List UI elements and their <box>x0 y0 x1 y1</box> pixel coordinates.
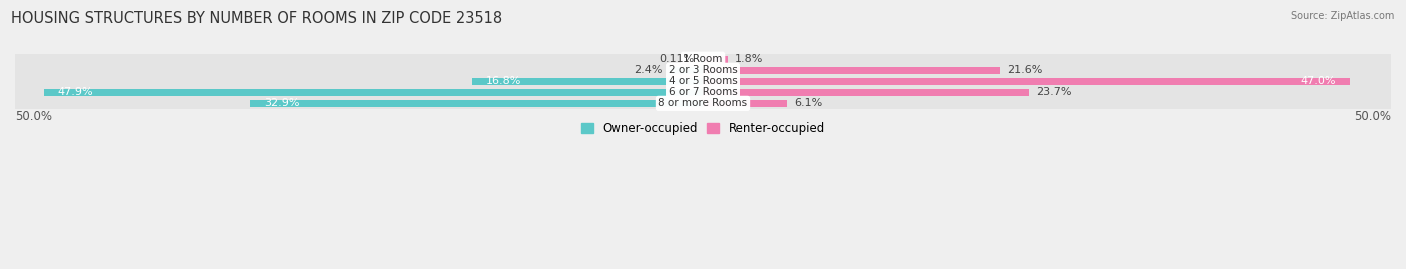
Text: 23.7%: 23.7% <box>1036 87 1071 97</box>
Bar <box>703 78 1350 85</box>
Bar <box>15 76 1391 87</box>
Text: 2 or 3 Rooms: 2 or 3 Rooms <box>669 65 737 75</box>
Bar <box>250 100 703 107</box>
Bar <box>472 78 703 85</box>
Text: 50.0%: 50.0% <box>1354 110 1391 123</box>
Bar <box>703 100 787 107</box>
Bar <box>671 67 703 74</box>
Bar <box>15 87 1391 98</box>
Text: 16.8%: 16.8% <box>485 76 522 86</box>
Bar <box>15 54 1391 65</box>
Text: 1.8%: 1.8% <box>735 54 763 64</box>
Text: 2.4%: 2.4% <box>634 65 664 75</box>
Text: 47.0%: 47.0% <box>1301 76 1336 86</box>
Bar <box>703 89 1029 96</box>
Text: Source: ZipAtlas.com: Source: ZipAtlas.com <box>1291 11 1395 21</box>
Bar <box>15 98 1391 109</box>
Text: 1 Room: 1 Room <box>683 54 723 64</box>
Text: 21.6%: 21.6% <box>1007 65 1042 75</box>
Bar <box>703 56 728 63</box>
Text: 32.9%: 32.9% <box>264 98 299 108</box>
Text: 6.1%: 6.1% <box>794 98 823 108</box>
Text: 6 or 7 Rooms: 6 or 7 Rooms <box>669 87 737 97</box>
Text: HOUSING STRUCTURES BY NUMBER OF ROOMS IN ZIP CODE 23518: HOUSING STRUCTURES BY NUMBER OF ROOMS IN… <box>11 11 502 26</box>
Text: 47.9%: 47.9% <box>58 87 93 97</box>
Text: 0.11%: 0.11% <box>659 54 695 64</box>
Bar <box>44 89 703 96</box>
Bar <box>702 56 703 63</box>
Text: 50.0%: 50.0% <box>15 110 52 123</box>
Text: 8 or more Rooms: 8 or more Rooms <box>658 98 748 108</box>
Text: 4 or 5 Rooms: 4 or 5 Rooms <box>669 76 737 86</box>
Bar <box>15 65 1391 76</box>
Bar <box>703 67 1000 74</box>
Legend: Owner-occupied, Renter-occupied: Owner-occupied, Renter-occupied <box>576 117 830 140</box>
